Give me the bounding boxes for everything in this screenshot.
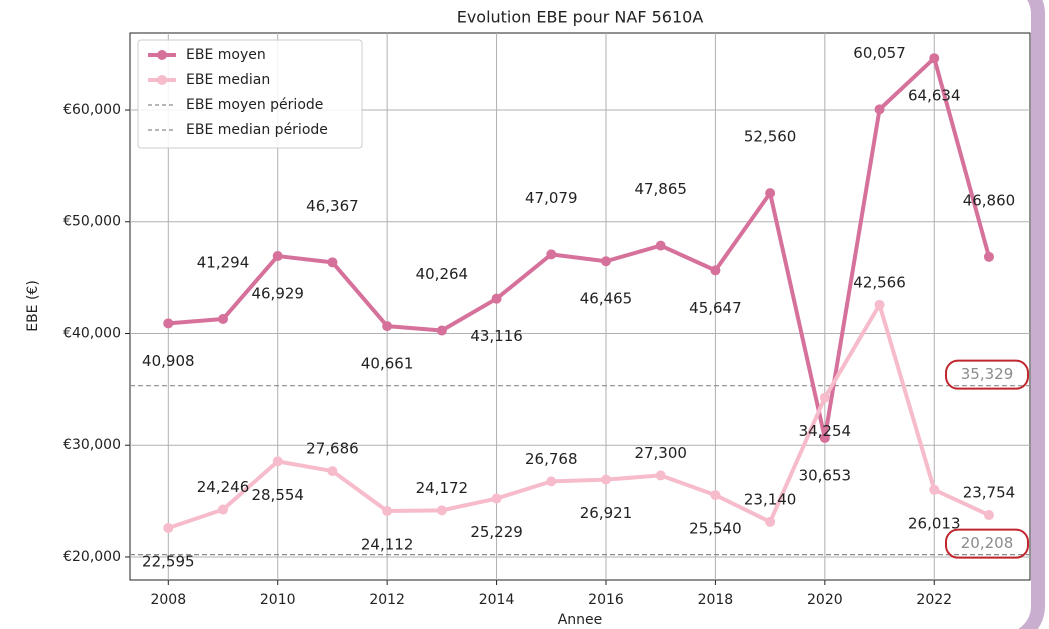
data-label: 47,865 bbox=[634, 180, 687, 198]
y-tick-label: €30,000 bbox=[63, 437, 121, 453]
data-label: 26,921 bbox=[580, 504, 633, 522]
data-label: 41,294 bbox=[197, 254, 250, 272]
y-tick-label: €50,000 bbox=[63, 214, 121, 230]
point bbox=[382, 506, 393, 517]
point bbox=[710, 265, 721, 276]
point bbox=[765, 188, 776, 199]
y-tick-label: €40,000 bbox=[63, 325, 121, 341]
data-label: 27,300 bbox=[634, 444, 687, 462]
point bbox=[491, 493, 502, 504]
point bbox=[218, 504, 229, 515]
point bbox=[929, 53, 940, 64]
data-label: 25,229 bbox=[470, 523, 523, 541]
data-label: 43,116 bbox=[470, 327, 523, 345]
series-line bbox=[167, 302, 990, 530]
data-label: 30,653 bbox=[799, 466, 852, 484]
x-axis-label: Annee bbox=[558, 612, 603, 628]
data-label: 46,929 bbox=[251, 285, 304, 303]
point bbox=[163, 522, 174, 533]
point bbox=[819, 392, 830, 403]
x-tick-label: 2008 bbox=[150, 592, 186, 608]
reference-label: 20,208 bbox=[961, 534, 1014, 552]
legend-label: EBE moyen période bbox=[186, 97, 323, 113]
y-axis-label: EBE (€) bbox=[25, 280, 41, 332]
point bbox=[382, 321, 393, 332]
data-label: 46,367 bbox=[306, 197, 359, 215]
point bbox=[272, 456, 283, 467]
point bbox=[765, 516, 776, 527]
chart-title: Evolution EBE pour NAF 5610A bbox=[457, 8, 704, 27]
data-label: 23,140 bbox=[744, 490, 797, 508]
x-tick-label: 2022 bbox=[916, 592, 952, 608]
x-tick-label: 2016 bbox=[588, 592, 624, 608]
x-tick-label: 2018 bbox=[698, 592, 734, 608]
data-label: 24,246 bbox=[197, 478, 250, 496]
data-label: 40,661 bbox=[361, 355, 414, 373]
point bbox=[163, 318, 174, 329]
data-label: 40,908 bbox=[142, 352, 195, 370]
point bbox=[491, 293, 502, 304]
y-tick-label: €20,000 bbox=[63, 549, 121, 565]
point bbox=[546, 476, 557, 487]
data-label: 34,254 bbox=[799, 422, 852, 440]
highlight-circle bbox=[945, 359, 1029, 390]
x-tick-label: 2010 bbox=[260, 592, 296, 608]
y-tick-label: €60,000 bbox=[63, 102, 121, 118]
point bbox=[929, 484, 940, 495]
data-label: 47,079 bbox=[525, 189, 578, 207]
data-label: 42,566 bbox=[853, 273, 906, 291]
data-label: 24,112 bbox=[361, 536, 414, 554]
legend-marker bbox=[157, 75, 167, 85]
series-line bbox=[168, 56, 991, 440]
data-label: 25,540 bbox=[689, 520, 742, 538]
legend-marker bbox=[157, 50, 167, 60]
data-label: 24,172 bbox=[416, 479, 469, 497]
data-label: 60,057 bbox=[853, 44, 906, 62]
point bbox=[710, 490, 721, 501]
legend-label: EBE moyen bbox=[186, 47, 266, 63]
x-tick-label: 2014 bbox=[479, 592, 515, 608]
data-label: 46,860 bbox=[963, 191, 1016, 209]
reference-label: 35,329 bbox=[961, 365, 1014, 383]
point bbox=[983, 510, 994, 521]
data-label: 40,264 bbox=[416, 265, 469, 283]
data-label: 64,634 bbox=[908, 87, 961, 105]
point bbox=[436, 325, 447, 336]
data-label: 26,768 bbox=[525, 450, 578, 468]
point bbox=[546, 249, 557, 260]
data-label: 27,686 bbox=[306, 440, 359, 458]
legend-label: EBE median bbox=[186, 72, 270, 88]
point bbox=[436, 505, 447, 516]
point bbox=[600, 474, 611, 485]
data-label: 52,560 bbox=[744, 128, 797, 146]
point bbox=[655, 470, 666, 481]
point bbox=[600, 256, 611, 267]
point bbox=[655, 240, 666, 251]
data-label: 26,013 bbox=[908, 514, 961, 532]
x-tick-label: 2012 bbox=[369, 592, 405, 608]
point bbox=[874, 104, 885, 115]
point bbox=[874, 299, 885, 310]
point bbox=[327, 466, 338, 477]
highlight-circle bbox=[945, 528, 1029, 559]
data-label: 23,754 bbox=[963, 484, 1016, 502]
data-label: 22,595 bbox=[142, 552, 195, 570]
data-label: 45,647 bbox=[689, 299, 742, 317]
point bbox=[983, 251, 994, 262]
point bbox=[272, 251, 283, 262]
legend-label: EBE median période bbox=[186, 122, 328, 138]
data-label: 46,465 bbox=[580, 290, 633, 308]
point bbox=[327, 257, 338, 268]
x-tick-label: 2020 bbox=[807, 592, 843, 608]
data-label: 28,554 bbox=[251, 486, 304, 504]
point bbox=[819, 432, 830, 443]
legend-box bbox=[137, 39, 363, 149]
point bbox=[218, 314, 229, 325]
